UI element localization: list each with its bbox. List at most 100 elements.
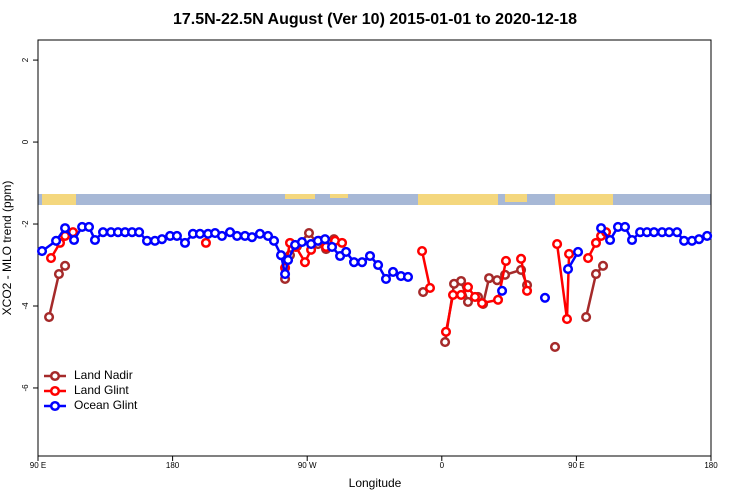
y-axis-label: XCO2 - MLO trend (ppm) xyxy=(0,181,14,316)
data-point xyxy=(246,232,258,243)
data-point xyxy=(424,282,436,294)
legend-item: Ocean Glint xyxy=(44,398,138,412)
data-point xyxy=(619,221,631,232)
data-point xyxy=(134,227,145,238)
data-point xyxy=(60,260,71,271)
x-tick-label: 0 xyxy=(440,461,445,470)
data-point xyxy=(590,237,602,248)
data-point xyxy=(254,228,265,239)
data-point xyxy=(299,257,311,268)
legend-marker xyxy=(49,400,61,412)
data-point xyxy=(171,230,182,241)
data-point xyxy=(68,234,80,246)
data-point xyxy=(497,285,508,296)
data-point xyxy=(693,234,705,245)
legend-marker xyxy=(49,385,61,397)
data-point xyxy=(562,264,574,275)
data-point xyxy=(516,253,527,264)
data-point xyxy=(462,282,474,293)
data-point xyxy=(348,257,360,268)
legend-item: Land Glint xyxy=(44,383,129,397)
data-point xyxy=(232,230,243,241)
legend-label: Land Nadir xyxy=(74,368,133,382)
data-point xyxy=(283,255,294,266)
plot-frame xyxy=(37,39,712,457)
data-point xyxy=(357,257,368,268)
data-point xyxy=(572,246,584,257)
data-point xyxy=(476,298,488,309)
x-tick-label: 180 xyxy=(166,461,180,470)
data-point xyxy=(484,273,495,284)
data-point xyxy=(156,234,168,245)
x-tick-label: 90 E xyxy=(30,461,46,470)
data-point xyxy=(364,250,376,262)
data-point xyxy=(280,268,291,280)
data-point xyxy=(141,235,153,246)
data-point xyxy=(51,235,62,246)
data-point xyxy=(341,246,352,257)
legend-label: Ocean Glint xyxy=(74,398,138,412)
data-point xyxy=(373,259,384,271)
data-point xyxy=(194,228,206,239)
data-point xyxy=(664,227,675,238)
data-point xyxy=(89,234,101,246)
data-point xyxy=(216,230,228,241)
data-point xyxy=(539,292,551,303)
chart-title: 17.5N-22.5N August (Ver 10) 2015-01-01 t… xyxy=(173,11,577,28)
data-point xyxy=(702,230,713,241)
data-point xyxy=(500,255,512,266)
data-point xyxy=(564,248,575,259)
data-point xyxy=(549,341,561,353)
legend-item: Land Nadir xyxy=(44,368,133,382)
data-point xyxy=(44,312,55,323)
data-point xyxy=(53,268,64,280)
y-tick-label: -2 xyxy=(21,220,30,228)
data-point xyxy=(418,287,429,298)
data-point xyxy=(200,237,212,248)
data-point xyxy=(296,237,308,248)
data-point xyxy=(262,230,274,241)
x-axis-label: Longitude xyxy=(349,476,402,490)
data-point xyxy=(447,289,459,300)
data-point xyxy=(83,221,95,232)
x-tick-label: 180 xyxy=(704,461,718,470)
data-point xyxy=(98,227,109,238)
y-tick-label: 0 xyxy=(21,139,30,144)
data-point xyxy=(440,326,452,337)
y-tick-label: 2 xyxy=(21,57,30,62)
data-point xyxy=(380,273,392,284)
world-map-strip xyxy=(38,194,711,205)
data-point xyxy=(597,260,609,271)
data-point xyxy=(605,234,616,246)
data-point xyxy=(462,296,474,307)
x-tick-label: 90 W xyxy=(298,461,317,470)
data-point xyxy=(417,246,428,257)
data-point xyxy=(326,241,338,253)
data-point xyxy=(590,268,602,280)
data-point xyxy=(583,252,594,264)
data-point xyxy=(679,235,690,246)
data-point xyxy=(319,234,331,245)
data-point xyxy=(440,337,451,348)
data-point xyxy=(275,250,287,261)
data-point xyxy=(45,252,57,264)
legend-label: Land Glint xyxy=(74,383,129,397)
data-point xyxy=(492,294,504,305)
data-point xyxy=(561,314,573,325)
data-point xyxy=(268,235,280,246)
y-tick-label: -6 xyxy=(21,384,30,392)
x-tick-label: 90 E xyxy=(568,461,584,470)
data-point xyxy=(581,312,592,323)
data-point xyxy=(402,271,414,282)
data-point xyxy=(36,246,48,257)
data-point xyxy=(626,234,638,246)
data-point xyxy=(179,237,191,248)
y-tick-label: -4 xyxy=(21,302,30,310)
data-point xyxy=(469,291,481,303)
data-point xyxy=(521,285,533,296)
data-point xyxy=(60,223,71,234)
data-point xyxy=(387,266,399,278)
data-point xyxy=(596,223,607,234)
data-point xyxy=(456,289,467,300)
